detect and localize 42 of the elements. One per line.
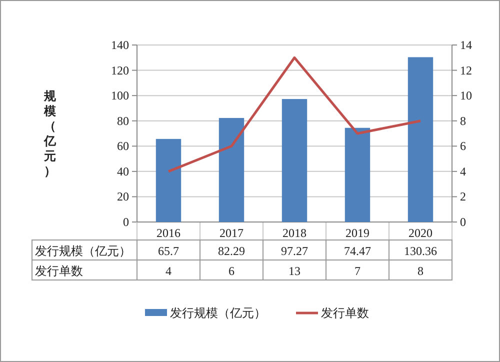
y2-tick-label: 0 [460,215,466,229]
x-tick-label: 2017 [220,226,244,240]
x-tick-label: 2020 [408,226,432,240]
y2-tick-label: 6 [460,139,466,154]
y2-tick-label: 4 [460,164,466,178]
y2-tick-label: 12 [460,63,472,78]
data-label: 7 [354,264,360,278]
x-tick-label: 2019 [346,226,370,240]
bar [218,118,244,222]
bar [156,138,182,222]
text: 发行单数 [35,264,83,278]
y-tick-label: 100 [111,88,129,103]
y2-tick-label: 10 [460,88,472,103]
ylabel: 规模（亿元） [44,89,56,178]
y2-tick-label: 8 [460,114,466,128]
data-label: 13 [288,264,300,278]
y2-tick-label: 14 [460,38,472,52]
legend-label: 发行规模（亿元） [170,306,266,320]
y-tick-label: 40 [117,164,129,178]
y-tick-label: 140 [111,38,129,52]
x-tick-label: 2018 [282,226,306,240]
legend-label: 发行单数 [321,306,369,320]
bar [344,128,370,222]
data-label: 65.7 [158,244,179,258]
y-tick-label: 0 [123,215,129,229]
data-label: 6 [228,264,234,278]
data-label: 97.27 [281,244,308,258]
y-tick-label: 60 [117,139,129,154]
data-label: 8 [418,264,424,278]
bar [282,99,308,222]
data-label: 130.36 [404,244,437,258]
y2-tick-label: 2 [460,190,466,204]
y-tick-label: 120 [111,63,129,78]
text: 发行规模（亿元） [35,244,131,258]
y-tick-label: 20 [117,190,129,204]
x-tick-label: 2016 [156,226,180,240]
data-label: 74.47 [344,244,371,258]
data-label: 82.29 [218,244,245,258]
data-label: 4 [166,264,172,278]
line-series [167,56,422,173]
y-tick-label: 80 [117,114,129,128]
bar [408,57,434,222]
